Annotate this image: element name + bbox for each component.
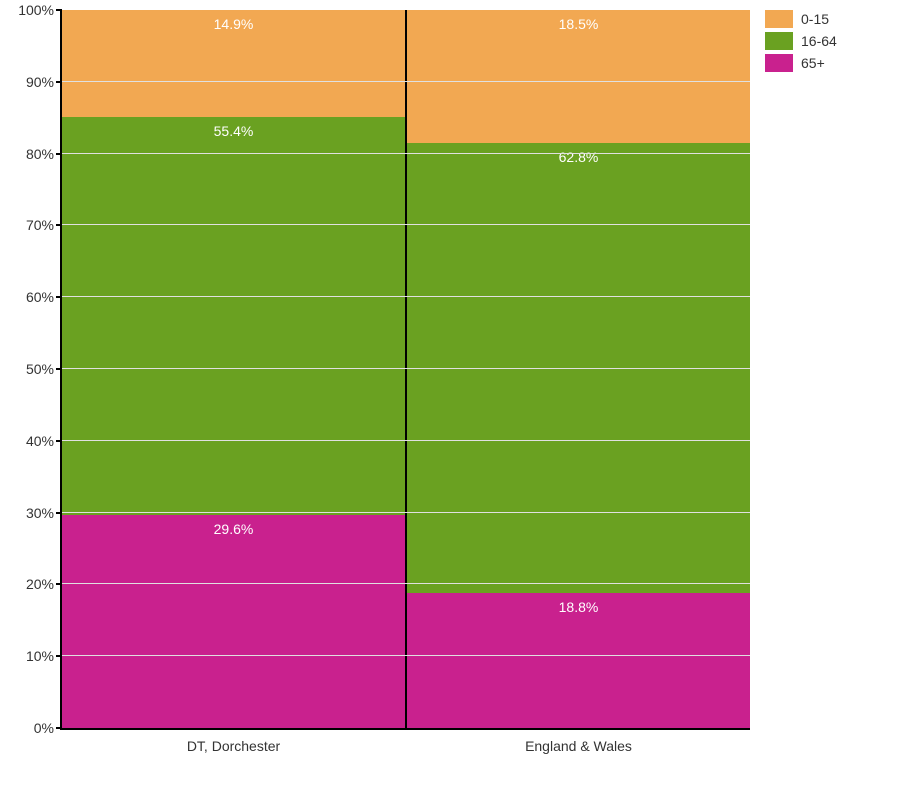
gridline	[62, 224, 750, 225]
gridline	[62, 296, 750, 297]
gridline	[62, 153, 750, 154]
ytick-mark	[56, 512, 62, 514]
ytick-mark	[56, 655, 62, 657]
bar-segment-label: 29.6%	[214, 521, 254, 537]
ytick-mark	[56, 440, 62, 442]
gridline	[62, 81, 750, 82]
ytick-label: 60%	[26, 289, 54, 305]
ytick-label: 20%	[26, 576, 54, 592]
bar-column: 18.5%62.8%18.8%England & Wales	[407, 10, 750, 728]
bar-segment-label: 62.8%	[559, 149, 599, 165]
ytick-mark	[56, 296, 62, 298]
legend-swatch	[765, 32, 793, 50]
bar-segment-65plus: 18.8%	[407, 593, 750, 728]
gridline	[62, 512, 750, 513]
ytick-label: 90%	[26, 74, 54, 90]
bar-segment-0-15: 14.9%	[62, 10, 405, 117]
legend-label: 16-64	[801, 33, 837, 49]
bar-column: 14.9%55.4%29.6%DT, Dorchester	[62, 10, 407, 728]
ytick-label: 50%	[26, 361, 54, 377]
bar-segment-16-64: 55.4%	[62, 117, 405, 515]
bars-area: 14.9%55.4%29.6%DT, Dorchester18.5%62.8%1…	[62, 10, 750, 728]
ytick-label: 0%	[34, 720, 54, 736]
ytick-mark	[56, 9, 62, 11]
ytick-mark	[56, 224, 62, 226]
ytick-mark	[56, 153, 62, 155]
bar-segment-label: 18.5%	[559, 16, 599, 32]
ytick-label: 40%	[26, 433, 54, 449]
xtick-label: England & Wales	[525, 738, 632, 754]
ytick-label: 80%	[26, 146, 54, 162]
bar-segment-label: 18.8%	[559, 599, 599, 615]
ytick-mark	[56, 368, 62, 370]
legend-item: 16-64	[765, 32, 837, 50]
ytick-label: 10%	[26, 648, 54, 664]
ytick-label: 100%	[18, 2, 54, 18]
ytick-label: 30%	[26, 505, 54, 521]
ytick-mark	[56, 81, 62, 83]
xtick-label: DT, Dorchester	[187, 738, 280, 754]
gridline	[62, 655, 750, 656]
ytick-mark	[56, 727, 62, 729]
bar-segment-0-15: 18.5%	[407, 10, 750, 143]
gridline	[62, 440, 750, 441]
bar-segment-label: 14.9%	[214, 16, 254, 32]
gridline	[62, 368, 750, 369]
legend-item: 65+	[765, 54, 837, 72]
bar-segment-65plus: 29.6%	[62, 515, 405, 728]
legend-label: 0-15	[801, 11, 829, 27]
legend-label: 65+	[801, 55, 825, 71]
ytick-label: 70%	[26, 217, 54, 233]
legend: 0-15 16-64 65+	[765, 10, 837, 76]
legend-swatch	[765, 54, 793, 72]
bar-segment-label: 55.4%	[214, 123, 254, 139]
gridline	[62, 583, 750, 584]
ytick-mark	[56, 583, 62, 585]
legend-item: 0-15	[765, 10, 837, 28]
stacked-bar-chart: 14.9%55.4%29.6%DT, Dorchester18.5%62.8%1…	[60, 10, 750, 730]
legend-swatch	[765, 10, 793, 28]
